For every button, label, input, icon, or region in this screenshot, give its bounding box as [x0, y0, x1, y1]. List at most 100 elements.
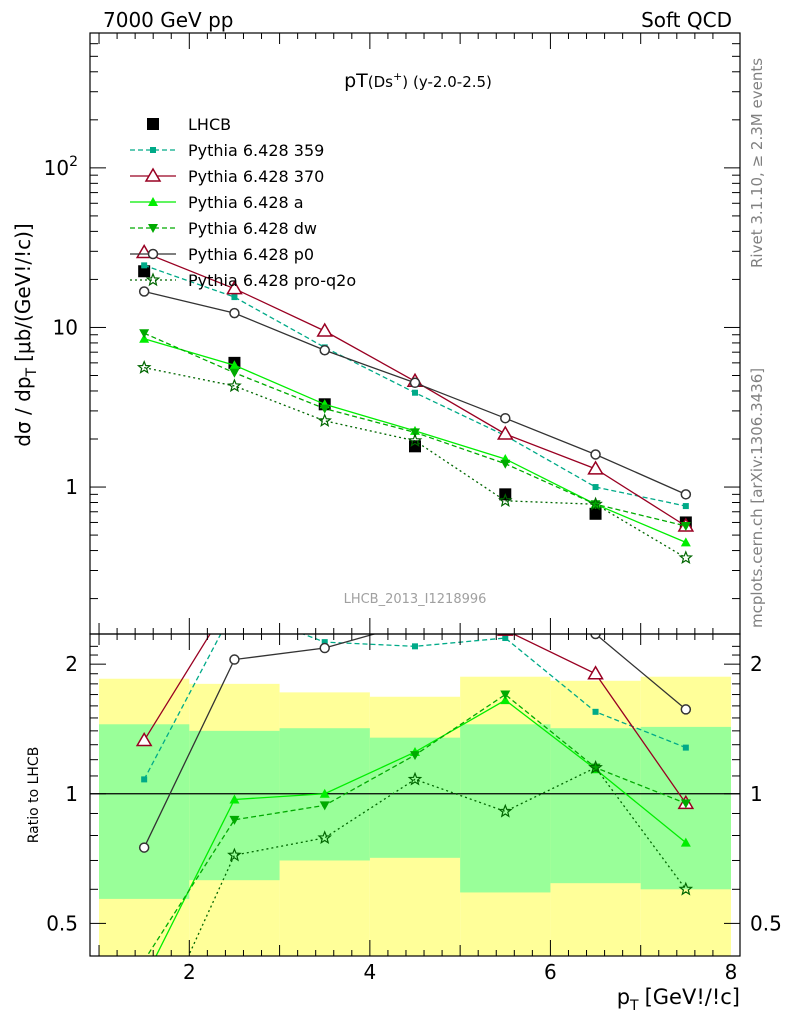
legend-marker — [150, 147, 156, 153]
data-point — [590, 449, 601, 460]
legend-label: Pythia 6.428 359 — [188, 141, 324, 160]
ratio-series-0 — [141, 605, 689, 783]
data-point — [496, 425, 514, 440]
data-point — [588, 496, 603, 511]
legend-label: Pythia 6.428 a — [188, 193, 304, 212]
ratio-point — [139, 975, 149, 984]
title-main: pT — [344, 70, 368, 92]
legend-label: Pythia 6.428 dw — [188, 219, 317, 238]
ratio-point — [227, 847, 242, 862]
ratio-point — [321, 639, 328, 646]
legend-marker — [148, 224, 158, 233]
main-series-group — [135, 243, 695, 565]
legend-label: Pythia 6.428 370 — [188, 167, 324, 186]
data-point — [500, 412, 511, 424]
data-point — [678, 550, 694, 565]
mcplots-label: mcplots.cern.ch [arXiv:1306.3436] — [748, 368, 766, 628]
ratio-y-axis-label: Ratio to LHCB — [26, 747, 42, 844]
x-axis-label: pT [GeV!/!c] — [617, 985, 740, 1014]
ratio-point — [500, 690, 511, 700]
chart-title: pT(Ds+) (y-2.0-2.5) — [344, 70, 492, 92]
ratio-point — [318, 588, 332, 600]
x-tick-label: 8 — [725, 960, 738, 984]
ratio-point — [227, 588, 241, 600]
data-point — [226, 280, 243, 295]
data-point — [410, 428, 420, 438]
xlabel-units: [GeV!/!c] — [645, 985, 740, 1009]
ratio-line — [187, 766, 687, 956]
data-point — [229, 368, 240, 378]
data-point — [680, 522, 691, 532]
ratio-point — [410, 751, 420, 761]
band-inner — [550, 728, 641, 884]
data-point — [227, 378, 242, 393]
main-y-tick-label-exponent: 2 — [69, 154, 78, 170]
data-point — [319, 404, 330, 414]
data-point — [498, 493, 513, 508]
ratio-point — [500, 695, 511, 705]
title-range: (y-2.0-2.5) — [413, 73, 492, 91]
ratio-y-tick-label-left: 0.5 — [46, 911, 78, 935]
ratio-point — [319, 642, 330, 654]
main-y-tick-label-base: 1 — [65, 475, 78, 499]
ratio-point — [412, 643, 418, 650]
ratio-point — [592, 708, 599, 715]
data-point — [229, 307, 240, 319]
ratio-y-tick-label-left: 2 — [65, 652, 78, 676]
xlabel-main: p — [617, 985, 630, 1009]
legend: LHCB Pythia 6.428 359 Pythia 6.428 370 Pyth… — [130, 115, 356, 290]
main-y-tick-label: 1 — [65, 475, 78, 499]
series-line — [143, 251, 687, 527]
data-point — [589, 507, 602, 520]
data-point — [139, 329, 150, 339]
title-particle: (Ds — [368, 73, 393, 91]
band-inner — [99, 724, 190, 899]
data-point — [412, 389, 418, 396]
ratio-y-tick-label-right: 2 — [750, 652, 763, 676]
title-sup: + — [393, 70, 402, 83]
x-tick-label: 4 — [363, 960, 376, 984]
ratio-plot-frame — [89, 633, 741, 957]
data-point — [680, 489, 692, 500]
ratio-series-4 — [138, 634, 692, 853]
ratio-point — [141, 776, 148, 783]
data-point — [229, 360, 240, 370]
ylabel-sub: T — [24, 367, 40, 377]
ratio-point — [682, 744, 689, 751]
ylabel-units: [μb/(GeV!/!c)] — [11, 223, 35, 362]
legend-label: Pythia 6.428 p0 — [188, 245, 314, 264]
ratio-point — [407, 771, 423, 786]
band-inner — [189, 730, 280, 881]
series-0 — [138, 265, 692, 529]
data-point — [136, 359, 152, 374]
legend-marker — [148, 197, 158, 206]
ratio-y-tick-label-right: 1 — [750, 782, 763, 806]
ratio-point — [498, 803, 513, 818]
main-y-tick-label: 10 — [53, 315, 78, 339]
legend-marker — [144, 167, 162, 182]
ratio-point — [231, 605, 237, 611]
data-point — [407, 433, 423, 447]
data-point — [317, 413, 332, 428]
rivet-label: Rivet 3.1.10, ≥ 2.3M events — [748, 58, 766, 268]
ratio-point — [587, 665, 604, 680]
ratio-point — [496, 634, 514, 636]
series-line — [144, 367, 687, 559]
ratio-y-tick-label-left: 1 — [65, 782, 78, 806]
ratio-point — [317, 830, 332, 845]
ratio-axes: 0.5 0.5 1 1 2 2 2 4 6 8 — [46, 634, 782, 984]
x-tick-label: 2 — [183, 960, 196, 984]
legend-marker — [147, 118, 159, 130]
energy-label: 7000 GeV pp — [103, 8, 234, 32]
ratio-point — [229, 654, 240, 665]
ratio-point — [678, 881, 694, 896]
data-point — [319, 344, 330, 356]
ratio-y-tick-label-right: 0.5 — [750, 911, 782, 935]
ratio-series-5 — [187, 759, 694, 956]
data-point — [500, 459, 511, 469]
main-y-axis-label: dσ / dpT [μb/(GeV!/!c)] — [11, 223, 40, 446]
legend-marker — [147, 248, 159, 260]
ratio-point — [319, 801, 330, 811]
